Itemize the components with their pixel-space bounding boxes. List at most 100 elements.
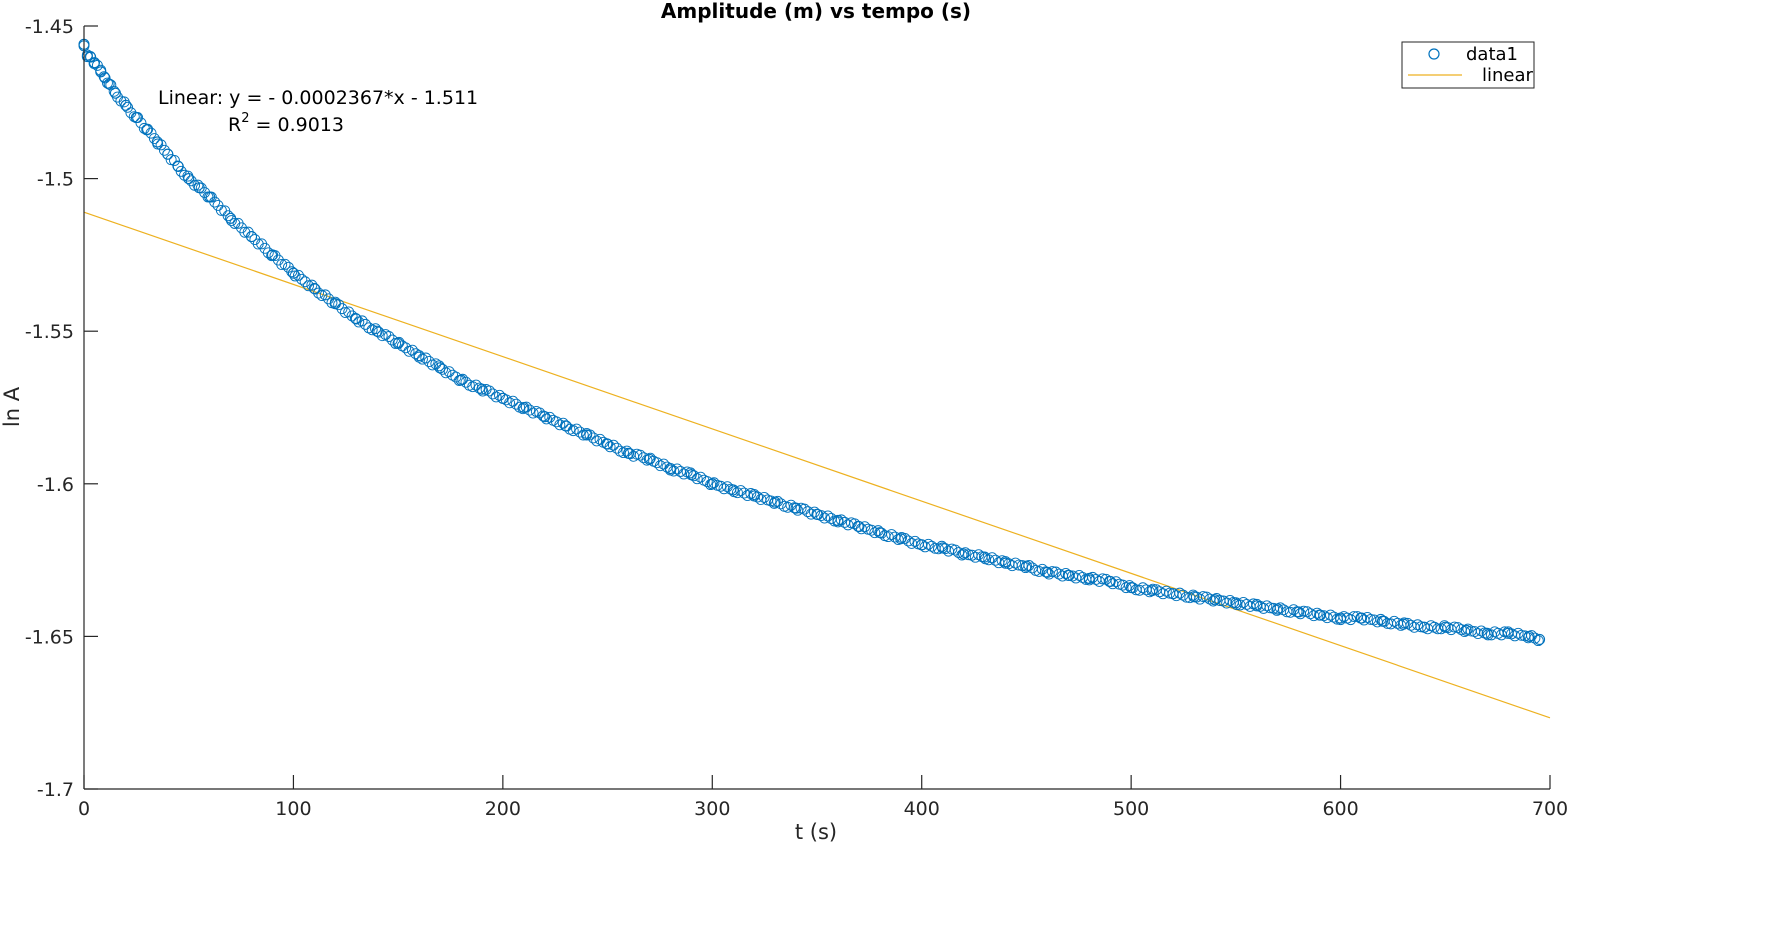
data-point [1512, 627, 1524, 639]
data-point [172, 160, 184, 172]
data-point [457, 373, 469, 385]
data-point [326, 297, 338, 309]
data-point [742, 490, 753, 502]
data-point [141, 124, 153, 136]
fit-equation: Linear: y = - 0.0002367*x - 1.511 [158, 87, 478, 109]
data-point [329, 296, 341, 308]
data-point [430, 358, 442, 370]
y-tick-label: -1.7 [37, 779, 74, 801]
y-tick-label: -1.6 [37, 474, 74, 496]
data-point [671, 463, 683, 475]
data-point [607, 439, 619, 451]
data-point [132, 112, 144, 123]
data-point [1209, 594, 1221, 606]
data-point [886, 529, 898, 540]
data-point [611, 442, 623, 454]
x-tick-label: 100 [275, 798, 311, 820]
data-point [262, 247, 274, 259]
data-point [973, 549, 985, 561]
data-point [658, 458, 670, 470]
data-point [701, 476, 713, 488]
data-point [1449, 621, 1460, 633]
data-point [246, 231, 257, 243]
data-point [933, 543, 944, 555]
data-point [1328, 611, 1340, 623]
data-point [641, 454, 653, 466]
data-point [400, 342, 412, 354]
data-point [594, 433, 606, 445]
data-point [1147, 583, 1159, 595]
data-point [685, 467, 696, 479]
data-point [192, 179, 204, 191]
series-data1 [78, 38, 1546, 647]
data-point [1460, 624, 1472, 636]
data-point [313, 287, 325, 299]
data-point [872, 525, 884, 537]
data-point [1020, 562, 1032, 574]
data-point [105, 79, 117, 91]
data-point [758, 491, 770, 503]
x-tick-label: 200 [485, 798, 521, 820]
data-point [534, 407, 546, 419]
data-point [912, 538, 924, 550]
data-point [323, 293, 335, 305]
data-point [1097, 573, 1109, 585]
data-point [561, 420, 572, 432]
data-point [487, 388, 499, 400]
x-axis-label: t (s) [795, 820, 837, 844]
data-point [1274, 602, 1286, 614]
data-point [423, 356, 435, 367]
data-point [343, 306, 355, 318]
data-point [420, 352, 432, 364]
data-point [1261, 600, 1273, 612]
data-point [634, 449, 646, 461]
y-axis: -1.7 -1.65 -1.6 -1.55 -1.5 -1.45 [25, 16, 98, 801]
data-point [1375, 613, 1387, 625]
data-point [1160, 585, 1172, 597]
data-point [85, 51, 97, 63]
data-point [484, 385, 495, 397]
data-point [866, 524, 877, 536]
data-point [731, 487, 743, 499]
legend-label-linear: linear [1482, 65, 1534, 86]
data-point [1073, 569, 1085, 581]
data-point [316, 290, 328, 301]
data-point [1348, 611, 1360, 623]
data-point [103, 78, 115, 90]
data-point [118, 96, 130, 108]
data-point [1211, 593, 1223, 604]
data-point [413, 351, 425, 363]
data-point [437, 363, 448, 375]
data-point [953, 547, 965, 558]
data-point [1278, 604, 1290, 616]
data-point [842, 519, 854, 531]
x-tick-label: 300 [694, 798, 730, 820]
data-point [142, 123, 154, 135]
r-squared-sup: 2 [241, 111, 249, 126]
data-point [158, 144, 170, 156]
data-point [1224, 594, 1236, 606]
data-point [306, 279, 318, 291]
data-point [1398, 617, 1410, 629]
y-tick-label: -1.65 [25, 626, 74, 648]
legend-box [1401, 41, 1535, 89]
data-point [959, 547, 971, 559]
data-point [98, 71, 110, 83]
data-point [443, 366, 455, 378]
data-point [95, 64, 107, 76]
data-point [1117, 579, 1129, 591]
data-point [1120, 582, 1132, 594]
legend: data1 linear [1401, 41, 1535, 89]
data-point [1412, 619, 1424, 631]
data-point [122, 101, 134, 113]
data-point [520, 401, 532, 413]
data-point [370, 323, 381, 335]
data-point [986, 552, 998, 564]
y-tick-label: -1.55 [25, 321, 74, 343]
data-point [299, 276, 311, 288]
data-point [909, 535, 921, 547]
data-point [859, 521, 871, 533]
data-point [195, 182, 207, 194]
data-point [943, 545, 954, 557]
data-point [309, 283, 321, 295]
